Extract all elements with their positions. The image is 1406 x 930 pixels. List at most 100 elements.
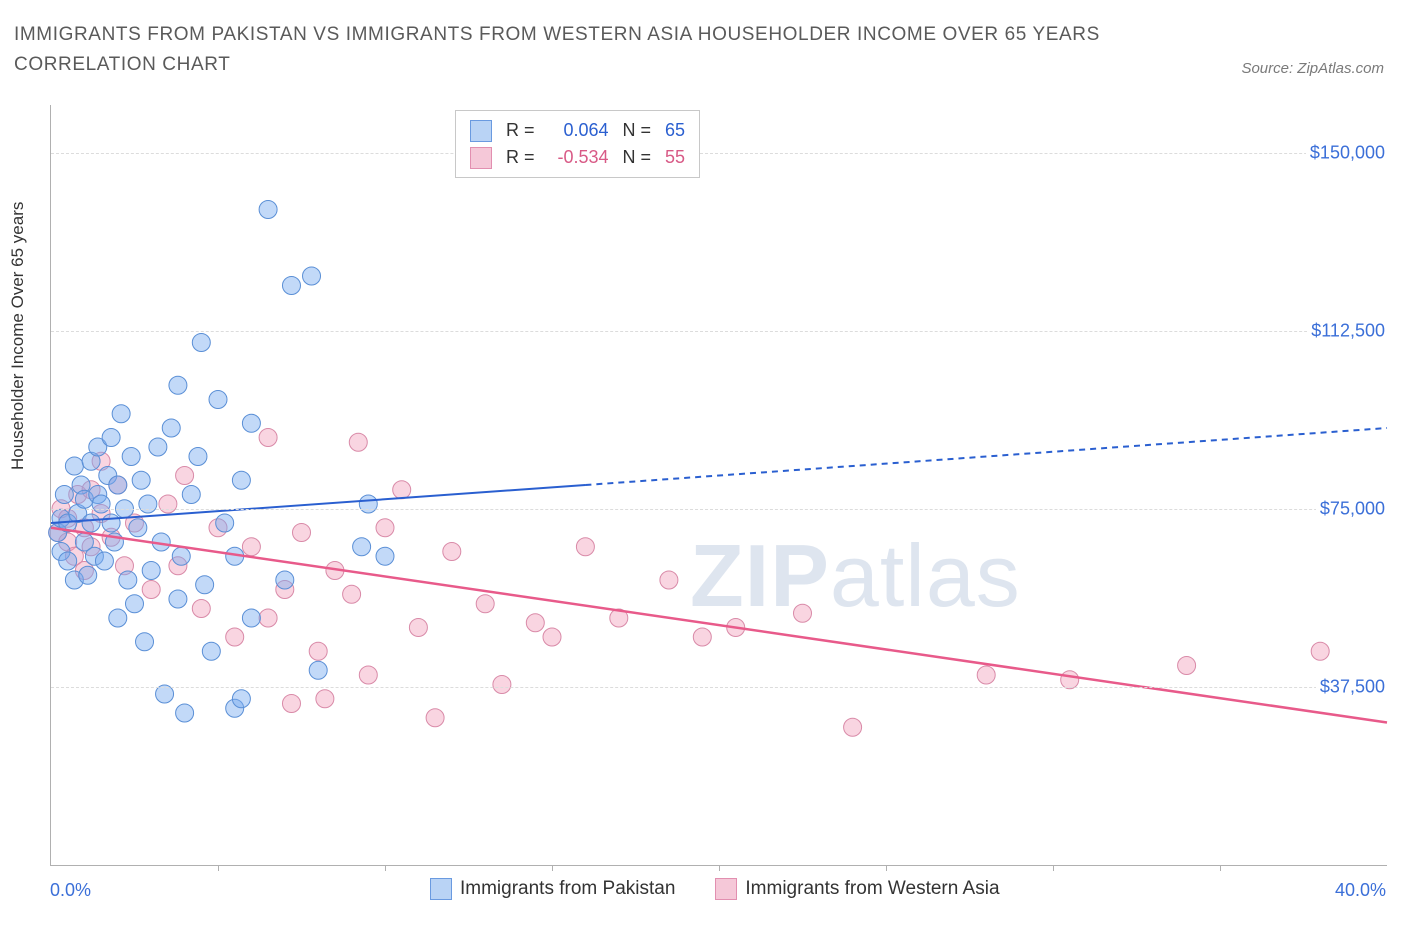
data-point xyxy=(142,562,160,580)
data-point xyxy=(202,642,220,660)
plot-svg xyxy=(51,105,1387,865)
gridline-h xyxy=(51,509,1387,510)
x-tick xyxy=(1053,865,1054,871)
data-point xyxy=(82,514,100,532)
data-point xyxy=(169,590,187,608)
data-point xyxy=(293,524,311,542)
legend-label: Immigrants from Western Asia xyxy=(745,878,999,900)
data-point xyxy=(176,704,194,722)
data-point xyxy=(303,267,321,285)
data-point xyxy=(376,519,394,537)
data-point xyxy=(493,676,511,694)
gridline-h xyxy=(51,687,1387,688)
data-point xyxy=(476,595,494,613)
data-point xyxy=(109,476,127,494)
data-point xyxy=(176,467,194,485)
x-tick xyxy=(886,865,887,871)
data-point xyxy=(226,628,244,646)
data-point xyxy=(196,576,214,594)
data-point xyxy=(129,519,147,537)
gridline-h xyxy=(51,153,1387,154)
data-point xyxy=(359,666,377,684)
n-label: N = xyxy=(623,144,652,171)
data-point xyxy=(112,405,130,423)
legend-row: R = 0.064 N = 65 xyxy=(470,117,685,144)
data-point xyxy=(232,471,250,489)
r-label: R = xyxy=(506,117,535,144)
data-point xyxy=(1311,642,1329,660)
data-point xyxy=(242,538,260,556)
legend-item: Immigrants from Pakistan xyxy=(430,878,675,900)
data-point xyxy=(576,538,594,556)
data-point xyxy=(526,614,544,632)
data-point xyxy=(139,495,157,513)
data-point xyxy=(162,419,180,437)
data-point xyxy=(189,448,207,466)
data-point xyxy=(149,438,167,456)
data-point xyxy=(660,571,678,589)
data-point xyxy=(109,609,127,627)
legend-row: R = -0.534 N = 55 xyxy=(470,144,685,171)
data-point xyxy=(359,495,377,513)
data-point xyxy=(95,552,113,570)
data-point xyxy=(132,471,150,489)
data-point xyxy=(169,376,187,394)
data-point xyxy=(182,486,200,504)
data-point xyxy=(259,429,277,447)
data-point xyxy=(216,514,234,532)
data-point xyxy=(142,581,160,599)
x-tick xyxy=(385,865,386,871)
data-point xyxy=(102,429,120,447)
data-point xyxy=(309,661,327,679)
n-value: 55 xyxy=(665,144,685,171)
chart-container: IMMIGRANTS FROM PAKISTAN VS IMMIGRANTS F… xyxy=(0,0,1406,930)
data-point xyxy=(126,595,144,613)
data-point xyxy=(343,585,361,603)
y-tick-label: $75,000 xyxy=(1316,498,1389,519)
data-point xyxy=(192,600,210,618)
y-tick-label: $112,500 xyxy=(1307,320,1389,341)
data-point xyxy=(92,495,110,513)
data-point xyxy=(259,609,277,627)
data-point xyxy=(242,414,260,432)
n-value: 65 xyxy=(665,117,685,144)
y-tick-label: $150,000 xyxy=(1306,142,1389,163)
legend-swatch xyxy=(470,147,492,169)
data-point xyxy=(349,433,367,451)
y-tick-label: $37,500 xyxy=(1316,676,1389,697)
data-point xyxy=(276,571,294,589)
data-point xyxy=(844,718,862,736)
data-point xyxy=(543,628,561,646)
legend-label: Immigrants from Pakistan xyxy=(460,878,675,900)
data-point xyxy=(192,334,210,352)
data-point xyxy=(393,481,411,499)
data-point xyxy=(282,695,300,713)
r-value: -0.534 xyxy=(549,144,609,171)
trend-line xyxy=(585,428,1387,485)
data-point xyxy=(282,277,300,295)
data-point xyxy=(353,538,371,556)
data-point xyxy=(316,690,334,708)
data-point xyxy=(794,604,812,622)
data-point xyxy=(426,709,444,727)
r-value: 0.064 xyxy=(549,117,609,144)
data-point xyxy=(376,547,394,565)
plot-area: $37,500 $75,000 $112,500 $150,000 xyxy=(50,105,1387,866)
data-point xyxy=(65,457,83,475)
data-point xyxy=(242,609,260,627)
gridline-h xyxy=(51,331,1387,332)
n-label: N = xyxy=(623,117,652,144)
x-axis-max-label: 40.0% xyxy=(1335,880,1386,901)
data-point xyxy=(259,201,277,219)
data-point xyxy=(136,633,154,651)
data-point xyxy=(119,571,137,589)
data-point xyxy=(309,642,327,660)
data-point xyxy=(209,391,227,409)
legend-swatch xyxy=(715,878,737,900)
x-tick xyxy=(719,865,720,871)
data-point xyxy=(977,666,995,684)
data-point xyxy=(59,552,77,570)
r-label: R = xyxy=(506,144,535,171)
x-tick xyxy=(1220,865,1221,871)
data-point xyxy=(79,566,97,584)
